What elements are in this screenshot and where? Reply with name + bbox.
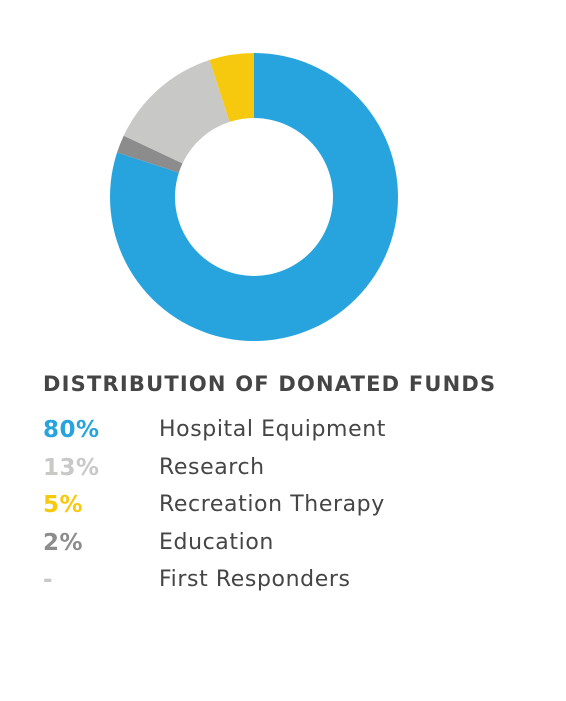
legend-label: Education (159, 529, 274, 555)
legend-label: Hospital Equipment (159, 417, 386, 442)
chart-title: DISTRIBUTION OF DONATED FUNDS (43, 372, 497, 396)
legend-label: First Responders (159, 567, 351, 592)
legend: 80% Hospital Equipment 13% Research 5% R… (43, 414, 543, 602)
legend-item-research: 13% Research (43, 452, 543, 490)
legend-value: - (43, 567, 54, 593)
donut-chart (109, 53, 399, 341)
legend-value: 80% (43, 417, 100, 443)
legend-item-first-responders: - First Responders (43, 564, 543, 602)
legend-value: 5% (43, 492, 84, 518)
donut-slice-education (117, 135, 183, 173)
legend-item-education: 2% Education (43, 527, 543, 565)
legend-item-recreation-therapy: 5% Recreation Therapy (43, 489, 543, 527)
legend-value: 2% (43, 529, 84, 556)
legend-item-hospital-equipment: 80% Hospital Equipment (43, 414, 543, 452)
donut-slice-research (123, 60, 230, 164)
donut-slice-recreation-therapy (209, 53, 254, 122)
legend-label: Research (159, 454, 265, 480)
legend-label: Recreation Therapy (159, 492, 385, 517)
legend-value: 13% (43, 454, 100, 481)
donut-slice-hospital-equipment (109, 53, 399, 341)
